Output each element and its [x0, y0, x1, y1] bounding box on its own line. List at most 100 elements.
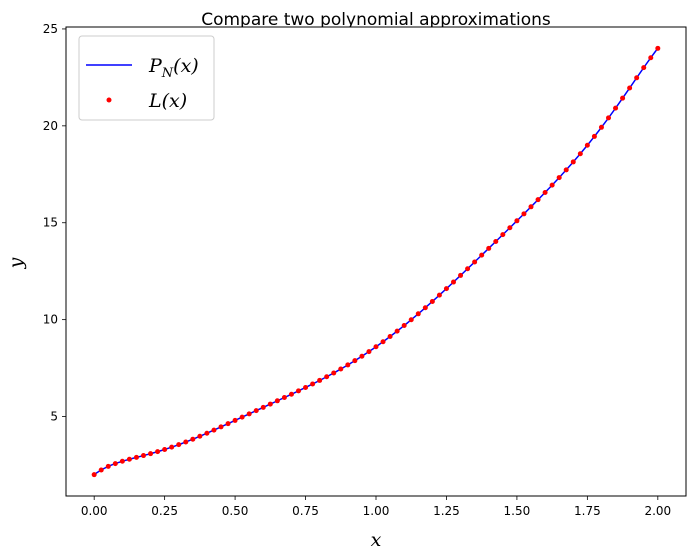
series-point-l: [148, 451, 154, 457]
series-point-l: [119, 458, 125, 464]
series-point-l: [429, 298, 435, 304]
series-point-l: [591, 133, 597, 139]
series-point-l: [176, 442, 182, 448]
series-point-l: [338, 366, 344, 372]
x-tick-label: 0.75: [292, 504, 319, 518]
series-point-l: [648, 55, 654, 61]
series-point-l: [401, 323, 407, 329]
series-point-l: [606, 115, 611, 121]
series-point-l: [211, 427, 217, 433]
series-point-l: [190, 436, 196, 442]
y-axis-label: y: [5, 257, 27, 269]
series-point-l: [112, 461, 118, 467]
series-point-l: [387, 334, 393, 340]
x-tick-label: 1.50: [504, 504, 531, 518]
series-point-l: [443, 286, 449, 292]
series-point-l: [225, 421, 231, 427]
series-point-l: [500, 232, 506, 238]
series-point-l: [577, 151, 583, 157]
series-point-l: [465, 266, 471, 272]
x-tick-label: 1.75: [574, 504, 601, 518]
series-point-l: [281, 395, 287, 401]
series-point-l: [380, 339, 386, 345]
legend-label-pn: PN(x): [148, 55, 199, 81]
series-point-l: [528, 204, 534, 210]
series-point-l: [366, 349, 372, 355]
y-tick-label: 10: [43, 313, 58, 327]
series-point-l: [352, 358, 358, 364]
y-tick-label: 25: [43, 22, 58, 36]
series-point-l: [570, 159, 576, 165]
legend-label-l: L(x): [148, 90, 187, 112]
series-point-l: [655, 45, 661, 51]
y-tick-label: 20: [43, 119, 58, 133]
series-point-l: [303, 384, 309, 390]
series-point-l: [359, 353, 365, 359]
series-point-l: [91, 472, 97, 478]
x-tick-label: 1.00: [363, 504, 390, 518]
series-point-l: [141, 453, 146, 459]
series-point-l: [472, 259, 478, 265]
series-point-l: [620, 95, 626, 101]
series-point-l: [288, 391, 294, 397]
series-point-l: [324, 374, 330, 380]
series-point-l: [267, 401, 273, 407]
series-point-l: [627, 85, 633, 91]
series-point-l: [274, 398, 280, 404]
series-point-l: [218, 424, 224, 430]
x-tick-label: 2.00: [644, 504, 671, 518]
series-point-l: [549, 182, 555, 188]
chart-title: Compare two polynomial approximations: [201, 10, 551, 30]
x-tick-label: 1.25: [433, 504, 460, 518]
series-point-l: [310, 381, 316, 387]
series-point-l: [296, 388, 301, 394]
series-point-l: [204, 430, 210, 436]
series-point-l: [521, 211, 527, 217]
y-axis: 5 10 15 20 25: [43, 22, 66, 424]
series-point-l: [331, 370, 337, 376]
series-point-l: [514, 218, 520, 224]
series-point-l: [162, 446, 168, 452]
series-point-l: [493, 238, 499, 244]
series-point-l: [239, 414, 245, 420]
legend: PN(x) L(x): [78, 35, 215, 121]
series-point-l: [197, 433, 203, 439]
series-point-l: [507, 225, 513, 231]
series-point-l: [436, 292, 442, 298]
series-point-l: [415, 311, 421, 317]
series-point-l: [260, 404, 266, 410]
series-point-l: [126, 456, 132, 462]
series-point-l: [98, 467, 104, 473]
series-point-l: [451, 279, 456, 285]
series-point-l: [556, 175, 562, 181]
series-point-l: [584, 142, 590, 148]
y-tick-label: 15: [43, 216, 58, 230]
series-point-l: [373, 344, 379, 350]
series-point-l: [479, 252, 485, 258]
series-point-l: [641, 65, 647, 71]
series-point-l: [563, 167, 569, 173]
series-point-l: [253, 408, 259, 414]
series-point-l: [105, 463, 111, 469]
x-tick-label: 0.25: [151, 504, 178, 518]
plot-content: [91, 45, 661, 478]
series-point-l: [155, 449, 161, 455]
series-point-l: [613, 105, 619, 111]
series-point-l: [169, 444, 175, 450]
series-point-l: [232, 417, 238, 423]
series-point-l: [133, 454, 139, 460]
series-point-l: [634, 75, 640, 81]
series-point-l: [458, 272, 464, 278]
series-point-l: [422, 305, 428, 311]
x-tick-label: 0.50: [222, 504, 249, 518]
legend-dot-swatch: [106, 97, 112, 103]
series-point-l: [408, 317, 414, 323]
series-point-l: [542, 189, 548, 195]
series-point-l: [598, 124, 604, 130]
series-point-l: [345, 362, 351, 368]
series-point-l: [317, 377, 323, 383]
y-tick-label: 5: [50, 410, 58, 424]
series-point-l: [183, 439, 189, 445]
x-tick-label: 0.00: [81, 504, 108, 518]
